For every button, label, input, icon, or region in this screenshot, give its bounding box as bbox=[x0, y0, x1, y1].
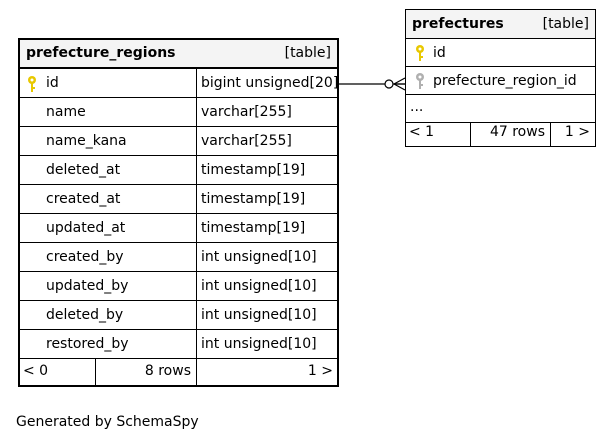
column-name: id bbox=[46, 75, 59, 91]
column-row-deleted-at[interactable]: deleted_at bbox=[18, 155, 197, 185]
children-count[interactable]: 1 > bbox=[550, 122, 596, 147]
column-type: timestamp[19] bbox=[196, 213, 339, 243]
column-name: updated_at bbox=[46, 220, 126, 236]
column-type: int unsigned[10] bbox=[196, 300, 339, 330]
prefecture-regions-kind: [table] bbox=[284, 45, 331, 61]
column-row-created-by[interactable]: created_by bbox=[18, 242, 197, 272]
prefecture-regions-header[interactable]: prefecture_regions [table] bbox=[18, 38, 339, 68]
column-name: prefecture_region_id bbox=[433, 73, 577, 89]
column-name: created_at bbox=[46, 191, 121, 207]
column-row-name[interactable]: name bbox=[18, 97, 197, 127]
column-row-created-at[interactable]: created_at bbox=[18, 184, 197, 214]
column-row-restored-by[interactable]: restored_by bbox=[18, 329, 197, 359]
prefectures-kind: [table] bbox=[542, 16, 589, 32]
foreign-key-icon bbox=[416, 73, 424, 89]
generator-credit: Generated by SchemaSpy bbox=[16, 414, 199, 430]
prefectures-table[interactable]: prefectures [table] id prefecture_region… bbox=[405, 9, 596, 147]
column-name: updated_by bbox=[46, 278, 129, 294]
zero-cardinality-icon bbox=[384, 79, 394, 89]
column-type: timestamp[19] bbox=[196, 155, 339, 185]
column-row-name-kana[interactable]: name_kana bbox=[18, 126, 197, 156]
prefecture-regions-table[interactable]: prefecture_regions [table] id bigint uns… bbox=[18, 38, 339, 387]
prefecture-regions-title: prefecture_regions bbox=[26, 45, 176, 61]
column-name: deleted_by bbox=[46, 307, 124, 323]
column-type: int unsigned[10] bbox=[196, 271, 339, 301]
column-name: id bbox=[433, 45, 446, 61]
column-type: varchar[255] bbox=[196, 97, 339, 127]
column-type: bigint unsigned[20] bbox=[196, 68, 339, 98]
column-name: created_by bbox=[46, 249, 124, 265]
crowfoot-upper bbox=[393, 77, 406, 85]
column-row-updated-by[interactable]: updated_by bbox=[18, 271, 197, 301]
column-name: deleted_at bbox=[46, 162, 121, 178]
children-count[interactable]: 1 > bbox=[196, 358, 339, 387]
row-count: 47 rows bbox=[470, 122, 551, 147]
prefectures-title: prefectures bbox=[412, 16, 504, 32]
column-row-prefecture-region-id[interactable]: prefecture_region_id bbox=[405, 66, 596, 95]
column-type: int unsigned[10] bbox=[196, 242, 339, 272]
column-name: name_kana bbox=[46, 133, 127, 149]
column-type: timestamp[19] bbox=[196, 184, 339, 214]
row-count: 8 rows bbox=[95, 358, 197, 387]
primary-key-icon bbox=[416, 45, 424, 61]
column-row-deleted-by[interactable]: deleted_by bbox=[18, 300, 197, 330]
prefectures-header[interactable]: prefectures [table] bbox=[405, 9, 596, 39]
crowfoot-lower bbox=[393, 83, 406, 91]
column-type: varchar[255] bbox=[196, 126, 339, 156]
parents-count[interactable]: < 0 bbox=[18, 358, 96, 387]
more-columns: ... bbox=[405, 94, 596, 123]
column-row-updated-at[interactable]: updated_at bbox=[18, 213, 197, 243]
column-row-id[interactable]: id bbox=[405, 38, 596, 67]
column-type: int unsigned[10] bbox=[196, 329, 339, 359]
parents-count[interactable]: < 1 bbox=[405, 122, 471, 147]
column-row-id[interactable]: id bbox=[18, 68, 197, 98]
column-name: name bbox=[46, 104, 86, 120]
column-name: restored_by bbox=[46, 336, 129, 352]
primary-key-icon bbox=[28, 76, 36, 92]
